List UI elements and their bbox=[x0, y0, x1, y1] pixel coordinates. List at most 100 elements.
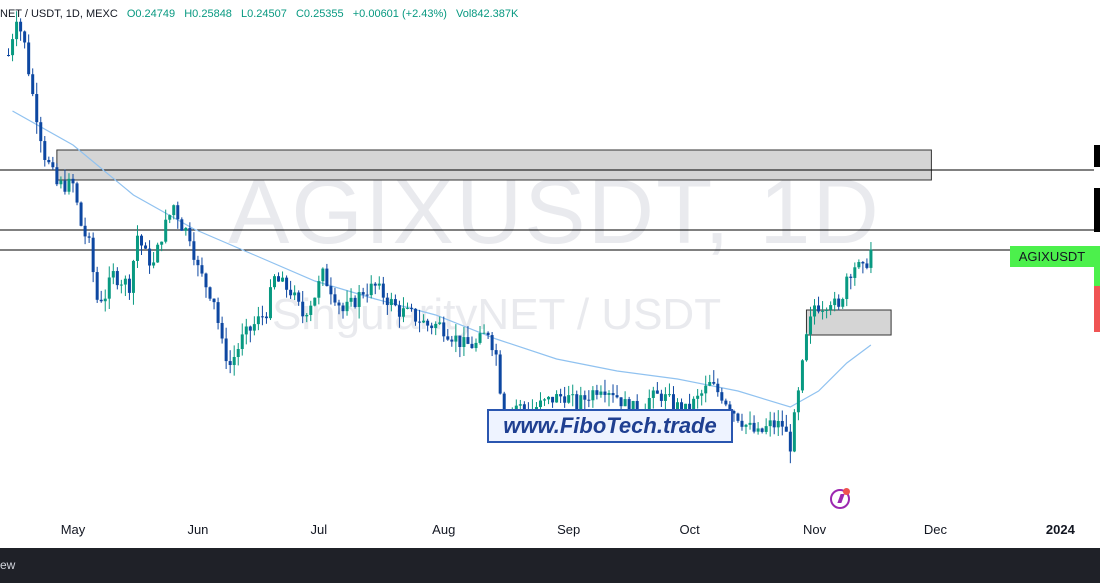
candle-body bbox=[200, 265, 204, 274]
candle-body bbox=[663, 394, 667, 401]
candlestick-chart[interactable] bbox=[0, 0, 1100, 548]
candle-body bbox=[494, 350, 498, 355]
candle-body bbox=[422, 320, 426, 323]
time-tick-label: 2024 bbox=[1045, 522, 1075, 537]
candle-body bbox=[414, 308, 418, 322]
candle-body bbox=[450, 339, 454, 342]
candle-body bbox=[131, 260, 135, 293]
bottom-toolbar-label[interactable]: ew bbox=[0, 558, 16, 572]
candle-body bbox=[135, 235, 139, 261]
candle-body bbox=[264, 316, 268, 319]
candle-body bbox=[357, 292, 361, 307]
candle-body bbox=[43, 141, 47, 160]
candle-body bbox=[792, 412, 796, 452]
candle-body bbox=[647, 397, 651, 410]
candle-body bbox=[244, 326, 248, 335]
legend-symbol: NET / USDT, 1D, MEXC bbox=[0, 8, 118, 20]
candle-body bbox=[667, 394, 671, 396]
candle-body bbox=[47, 159, 51, 163]
candle-body bbox=[273, 276, 276, 288]
candle-body bbox=[587, 399, 591, 401]
candle-body bbox=[869, 249, 873, 268]
candle-body bbox=[708, 382, 712, 386]
candle-body bbox=[788, 431, 792, 452]
candle-body bbox=[365, 294, 369, 296]
candle-body bbox=[676, 402, 679, 411]
candle-body bbox=[776, 420, 780, 428]
candle-body bbox=[164, 219, 168, 242]
candle-body bbox=[684, 403, 688, 414]
candle-body bbox=[281, 277, 285, 282]
time-axis[interactable]: May Jun Jul Aug Sep Oct Nov Dec 2024 bbox=[0, 518, 1100, 542]
candle-body bbox=[103, 298, 107, 302]
candle-body bbox=[216, 302, 220, 323]
candle-body bbox=[442, 322, 446, 337]
candle-body bbox=[260, 316, 264, 318]
time-tick-label: Aug bbox=[432, 522, 456, 537]
candle-body bbox=[297, 292, 301, 302]
candle-body bbox=[55, 167, 59, 185]
candle-body bbox=[337, 302, 341, 306]
legend-volume: Vol842.387K bbox=[455, 8, 519, 20]
candle-body bbox=[579, 395, 583, 410]
candle-body bbox=[559, 394, 563, 397]
candle-body bbox=[696, 395, 700, 399]
candle-body bbox=[784, 426, 788, 432]
candle-body bbox=[857, 262, 861, 268]
candle-body bbox=[825, 309, 829, 311]
candle-body bbox=[23, 31, 27, 43]
candle-body bbox=[192, 241, 196, 260]
candle-body bbox=[393, 299, 397, 306]
candle-body bbox=[607, 393, 611, 395]
candle-body bbox=[671, 394, 675, 411]
candle-body bbox=[63, 180, 67, 192]
replay-icon[interactable] bbox=[830, 489, 850, 509]
candle-body bbox=[551, 396, 555, 403]
resistance-zone-upper bbox=[56, 149, 932, 181]
symbol-price-tag: AGIXUSDT bbox=[1010, 246, 1094, 267]
candle-body bbox=[575, 394, 579, 410]
ohlc-legend: NET / USDT, 1D, MEXC O0.24749 H0.25848 L… bbox=[0, 8, 524, 24]
time-tick-label: May bbox=[60, 522, 86, 537]
candle-body bbox=[426, 320, 430, 326]
candle-body bbox=[659, 393, 663, 401]
candle-body bbox=[796, 390, 800, 413]
candle-body bbox=[381, 283, 385, 298]
candle-body bbox=[71, 178, 75, 184]
candle-body bbox=[377, 283, 381, 286]
candle-body bbox=[369, 283, 373, 296]
candle-body bbox=[401, 308, 405, 317]
candle-body bbox=[804, 334, 808, 361]
candle-body bbox=[434, 323, 438, 329]
candle-body bbox=[99, 299, 103, 302]
candle-body bbox=[353, 297, 357, 307]
candle-body bbox=[293, 292, 297, 296]
candle-body bbox=[313, 297, 317, 306]
legend-change: +0.00601 (+2.43%) bbox=[352, 8, 447, 20]
candle-body bbox=[31, 74, 35, 95]
candle-body bbox=[591, 390, 595, 401]
candle-body bbox=[397, 305, 401, 317]
candle-body bbox=[349, 297, 353, 302]
candle-body bbox=[534, 407, 538, 410]
candle-body bbox=[841, 299, 845, 307]
candle-body bbox=[188, 228, 192, 242]
candle-body bbox=[160, 241, 164, 245]
time-tick-label: Nov bbox=[802, 522, 827, 537]
candle-body bbox=[571, 394, 575, 396]
website-label-box: www.FiboTech.trade bbox=[487, 409, 733, 443]
candle-body bbox=[11, 39, 15, 56]
candle-body bbox=[301, 301, 305, 317]
bottom-toolbar: ew bbox=[0, 548, 1100, 583]
candle-body bbox=[748, 422, 752, 425]
candle-body bbox=[140, 235, 144, 246]
candle-body bbox=[83, 225, 87, 237]
candle-body bbox=[119, 284, 123, 286]
candle-body bbox=[732, 410, 736, 414]
chart-area[interactable]: AGIXUSDT, 1D SingularityNET / USDT NET /… bbox=[0, 0, 1100, 548]
candle-body bbox=[595, 390, 599, 395]
candle-body bbox=[547, 396, 551, 400]
candle-body bbox=[861, 262, 865, 264]
candle-body bbox=[240, 334, 244, 350]
candle-body bbox=[410, 307, 414, 309]
